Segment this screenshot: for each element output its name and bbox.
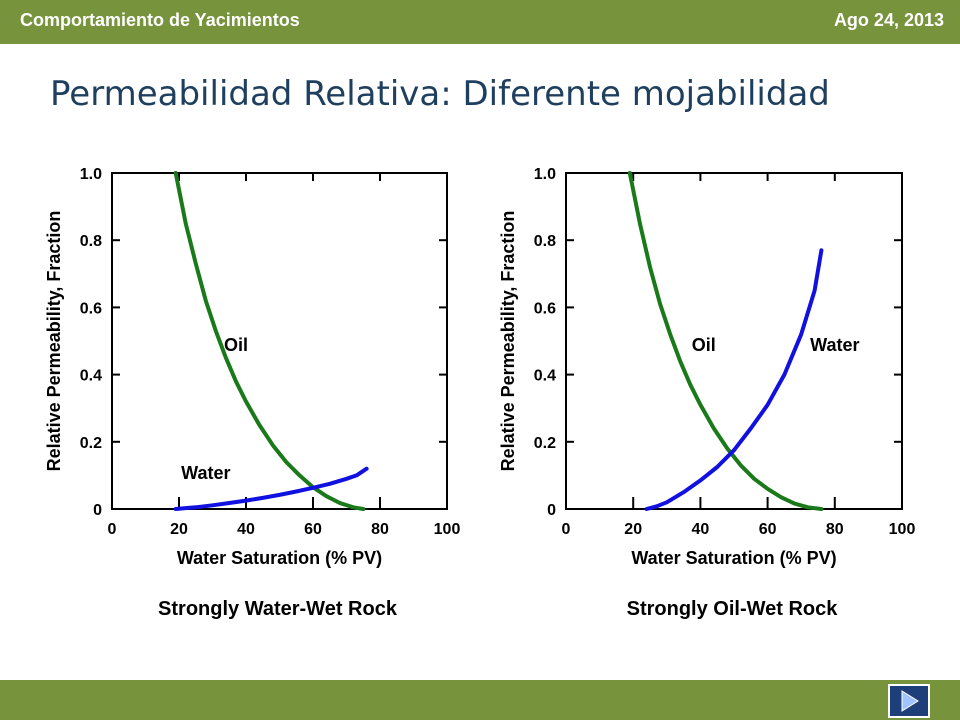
chart-2-xtick-label: 80: [826, 521, 844, 538]
chart-2-ytick-label: 0.4: [534, 368, 556, 385]
chart-2-ytick-label: 0.8: [534, 233, 556, 250]
header-course-title: Comportamiento de Yacimientos: [20, 10, 300, 30]
chart-2-frame: [565, 172, 903, 510]
chart-1-series-water-line: [173, 466, 369, 511]
header-bar: Comportamiento de Yacimientos Ago 24, 20…: [0, 0, 960, 44]
chart-2-xtick-label: 100: [889, 521, 916, 538]
chart-1-xtick-label: 40: [237, 521, 255, 538]
next-slide-button[interactable]: [888, 684, 930, 718]
chart-2-ytick-label: 0.6: [534, 300, 556, 317]
chart-2-ytick-label: 1.0: [534, 166, 556, 183]
chart-2-series-label-water: Water: [810, 335, 859, 355]
chart-1-series-label-oil: Oil: [224, 335, 248, 355]
chart-1-xtick-label: 60: [304, 521, 322, 538]
charts-area: 0 0.2 0.4 0.6 0.8 1.0 0 20 40 60 80 100 Water Satura…: [44, 166, 916, 620]
chart-1-series-oil-line: [173, 171, 366, 511]
chart-2-xtick-label: 40: [692, 521, 710, 538]
chart-1-ytick-label: 0.4: [80, 368, 102, 385]
chart-2-series-label-oil: Oil: [692, 335, 716, 355]
chart-1-xtick-label: 100: [434, 521, 461, 538]
header-date: Ago 24, 2013: [833, 10, 944, 30]
chart-1-ytick-label: 0.2: [80, 435, 102, 452]
chart-1-y-axis-label: Relative Permeability, Fraction: [44, 211, 64, 472]
chart-2-xtick-label: 60: [759, 521, 777, 538]
chart-1-ytick-label: 1.0: [80, 166, 102, 183]
chart-1-xtick-label: 0: [108, 521, 117, 538]
chart-1-ytick-label: 0: [93, 502, 102, 519]
chart-2-x-axis-label: Water Saturation (% PV): [631, 548, 836, 568]
chart-1-xtick-label: 80: [371, 521, 389, 538]
chart-1-ytick-label: 0.8: [80, 233, 102, 250]
chart-2-series-water-line: [644, 248, 824, 511]
chart-2-xtick-label: 20: [624, 521, 642, 538]
play-next-icon: [901, 690, 919, 712]
chart-1-series-label-water: Water: [181, 463, 230, 483]
slide-title: Permeabilidad Relativa: Diferente mojabi…: [50, 74, 830, 114]
chart-1-ytick-label: 0.6: [80, 300, 102, 317]
chart-2-ytick-label: 0.2: [534, 435, 556, 452]
footer-bar: [0, 680, 960, 720]
chart-2-ytick-label: 0: [547, 502, 556, 519]
chart-1-caption: Strongly Water-Wet Rock: [158, 598, 398, 620]
chart-2-series-oil-line: [627, 171, 824, 511]
chart-1-frame: [111, 172, 448, 510]
chart-2-y-axis-label: Relative Permeability, Fraction: [498, 211, 518, 472]
chart-1-x-axis-label: Water Saturation (% PV): [177, 548, 382, 568]
chart-2-xtick-label: 0: [562, 521, 571, 538]
chart-1-xtick-label: 20: [170, 521, 188, 538]
chart-2-caption: Strongly Oil-Wet Rock: [627, 598, 839, 620]
